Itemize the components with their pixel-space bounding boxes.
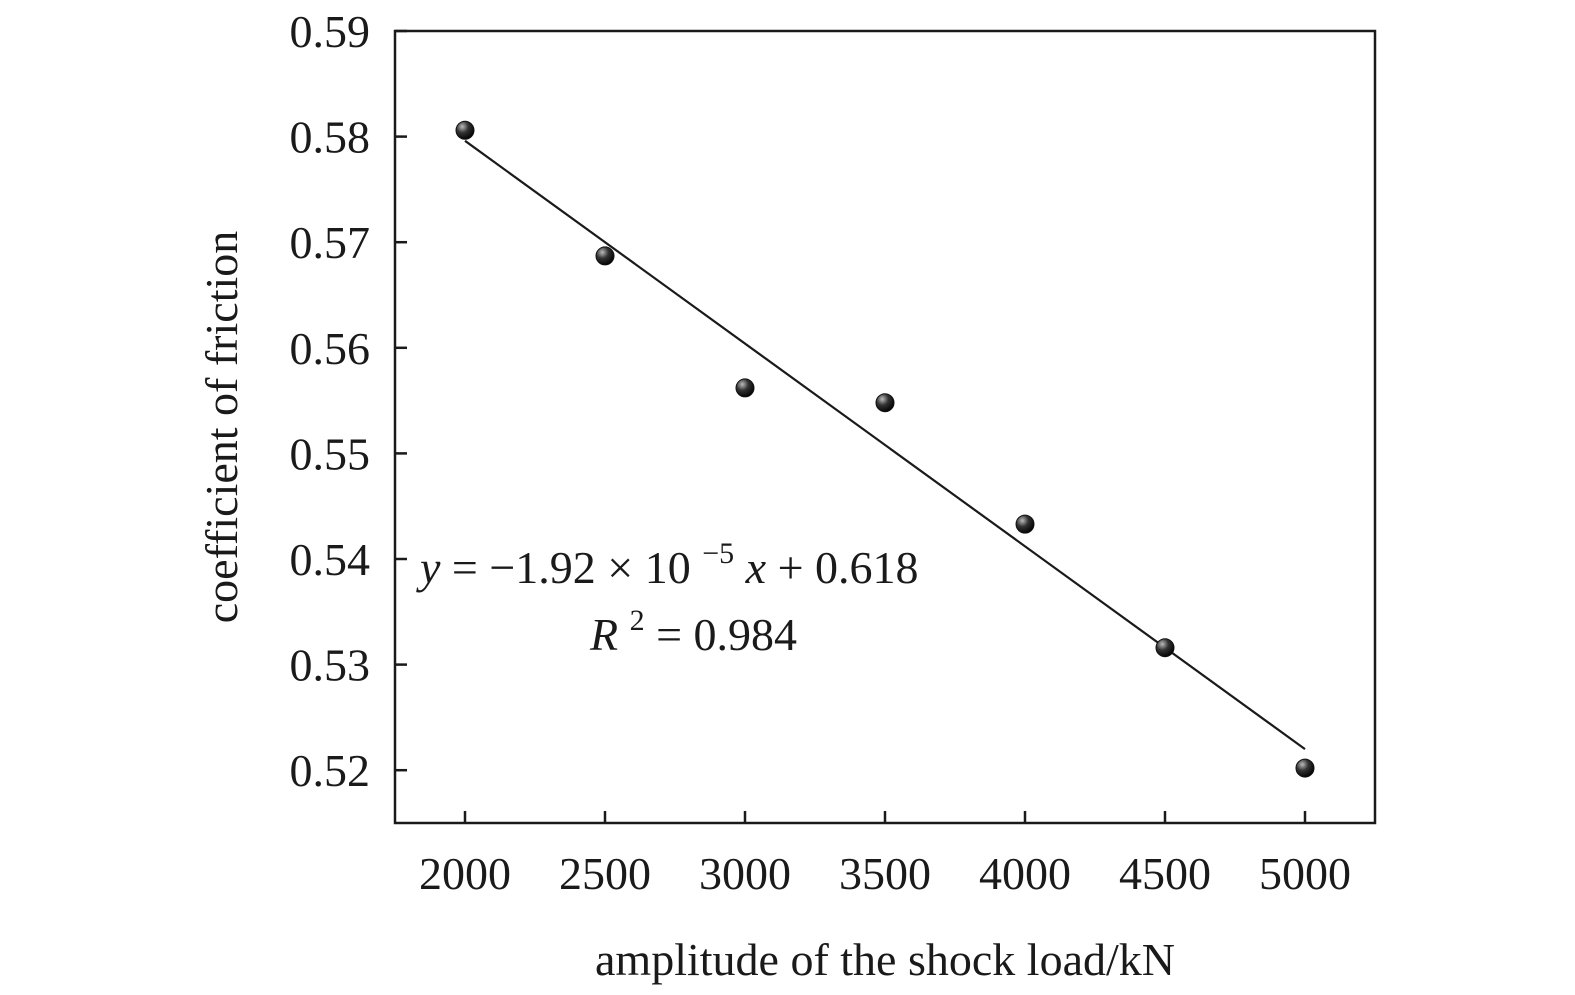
equation-y-var: y (416, 542, 441, 593)
data-point (875, 393, 895, 413)
y-tick-label: 0.59 (290, 6, 371, 57)
x-tick-label: 3000 (699, 848, 791, 899)
plot-frame (393, 29, 1377, 825)
r-squared-value: = 0.984 (656, 609, 797, 660)
equation-tail: + 0.618 (778, 542, 919, 593)
data-point (735, 378, 755, 398)
data-point (595, 246, 615, 266)
y-tick-label: 0.52 (290, 745, 371, 796)
x-tick-label: 2500 (559, 848, 651, 899)
data-point (1015, 514, 1035, 534)
y-tick-label: 0.53 (290, 640, 371, 691)
y-tick-label: 0.57 (290, 217, 371, 268)
x-axis-ticks: 2000 2500 3000 3500 4000 4500 5000 (419, 811, 1351, 899)
y-tick-label: 0.55 (290, 428, 371, 479)
data-points (455, 120, 1315, 778)
regression-equation: y = −1.92 × 10 −5 x + 0.618 (416, 522, 919, 593)
r-squared-var: R (589, 609, 618, 660)
data-point (1155, 638, 1175, 658)
data-point (1295, 758, 1315, 778)
equation-x-var: x (745, 542, 767, 593)
equation-main: = −1.92 × 10 (452, 542, 691, 593)
data-point (455, 120, 475, 140)
r-squared-exponent: 2 (630, 604, 645, 637)
y-tick-label: 0.58 (290, 112, 371, 163)
x-tick-label: 4000 (979, 848, 1071, 899)
x-tick-label: 5000 (1259, 848, 1351, 899)
x-tick-label: 4500 (1119, 848, 1211, 899)
x-tick-label: 2000 (419, 848, 511, 899)
x-axis-title: amplitude of the shock load/kN (595, 934, 1175, 985)
x-tick-label: 3500 (839, 848, 931, 899)
y-tick-label: 0.54 (290, 534, 371, 585)
equation-exponent: −5 (702, 537, 734, 570)
y-axis-title: coefficient of friction (196, 231, 247, 624)
y-axis-ticks: 0.52 0.53 0.54 0.55 0.56 0.57 0.58 0.59 (290, 6, 407, 796)
r-squared-label: R 2 = 0.984 (589, 589, 797, 660)
y-tick-label: 0.56 (290, 323, 371, 374)
